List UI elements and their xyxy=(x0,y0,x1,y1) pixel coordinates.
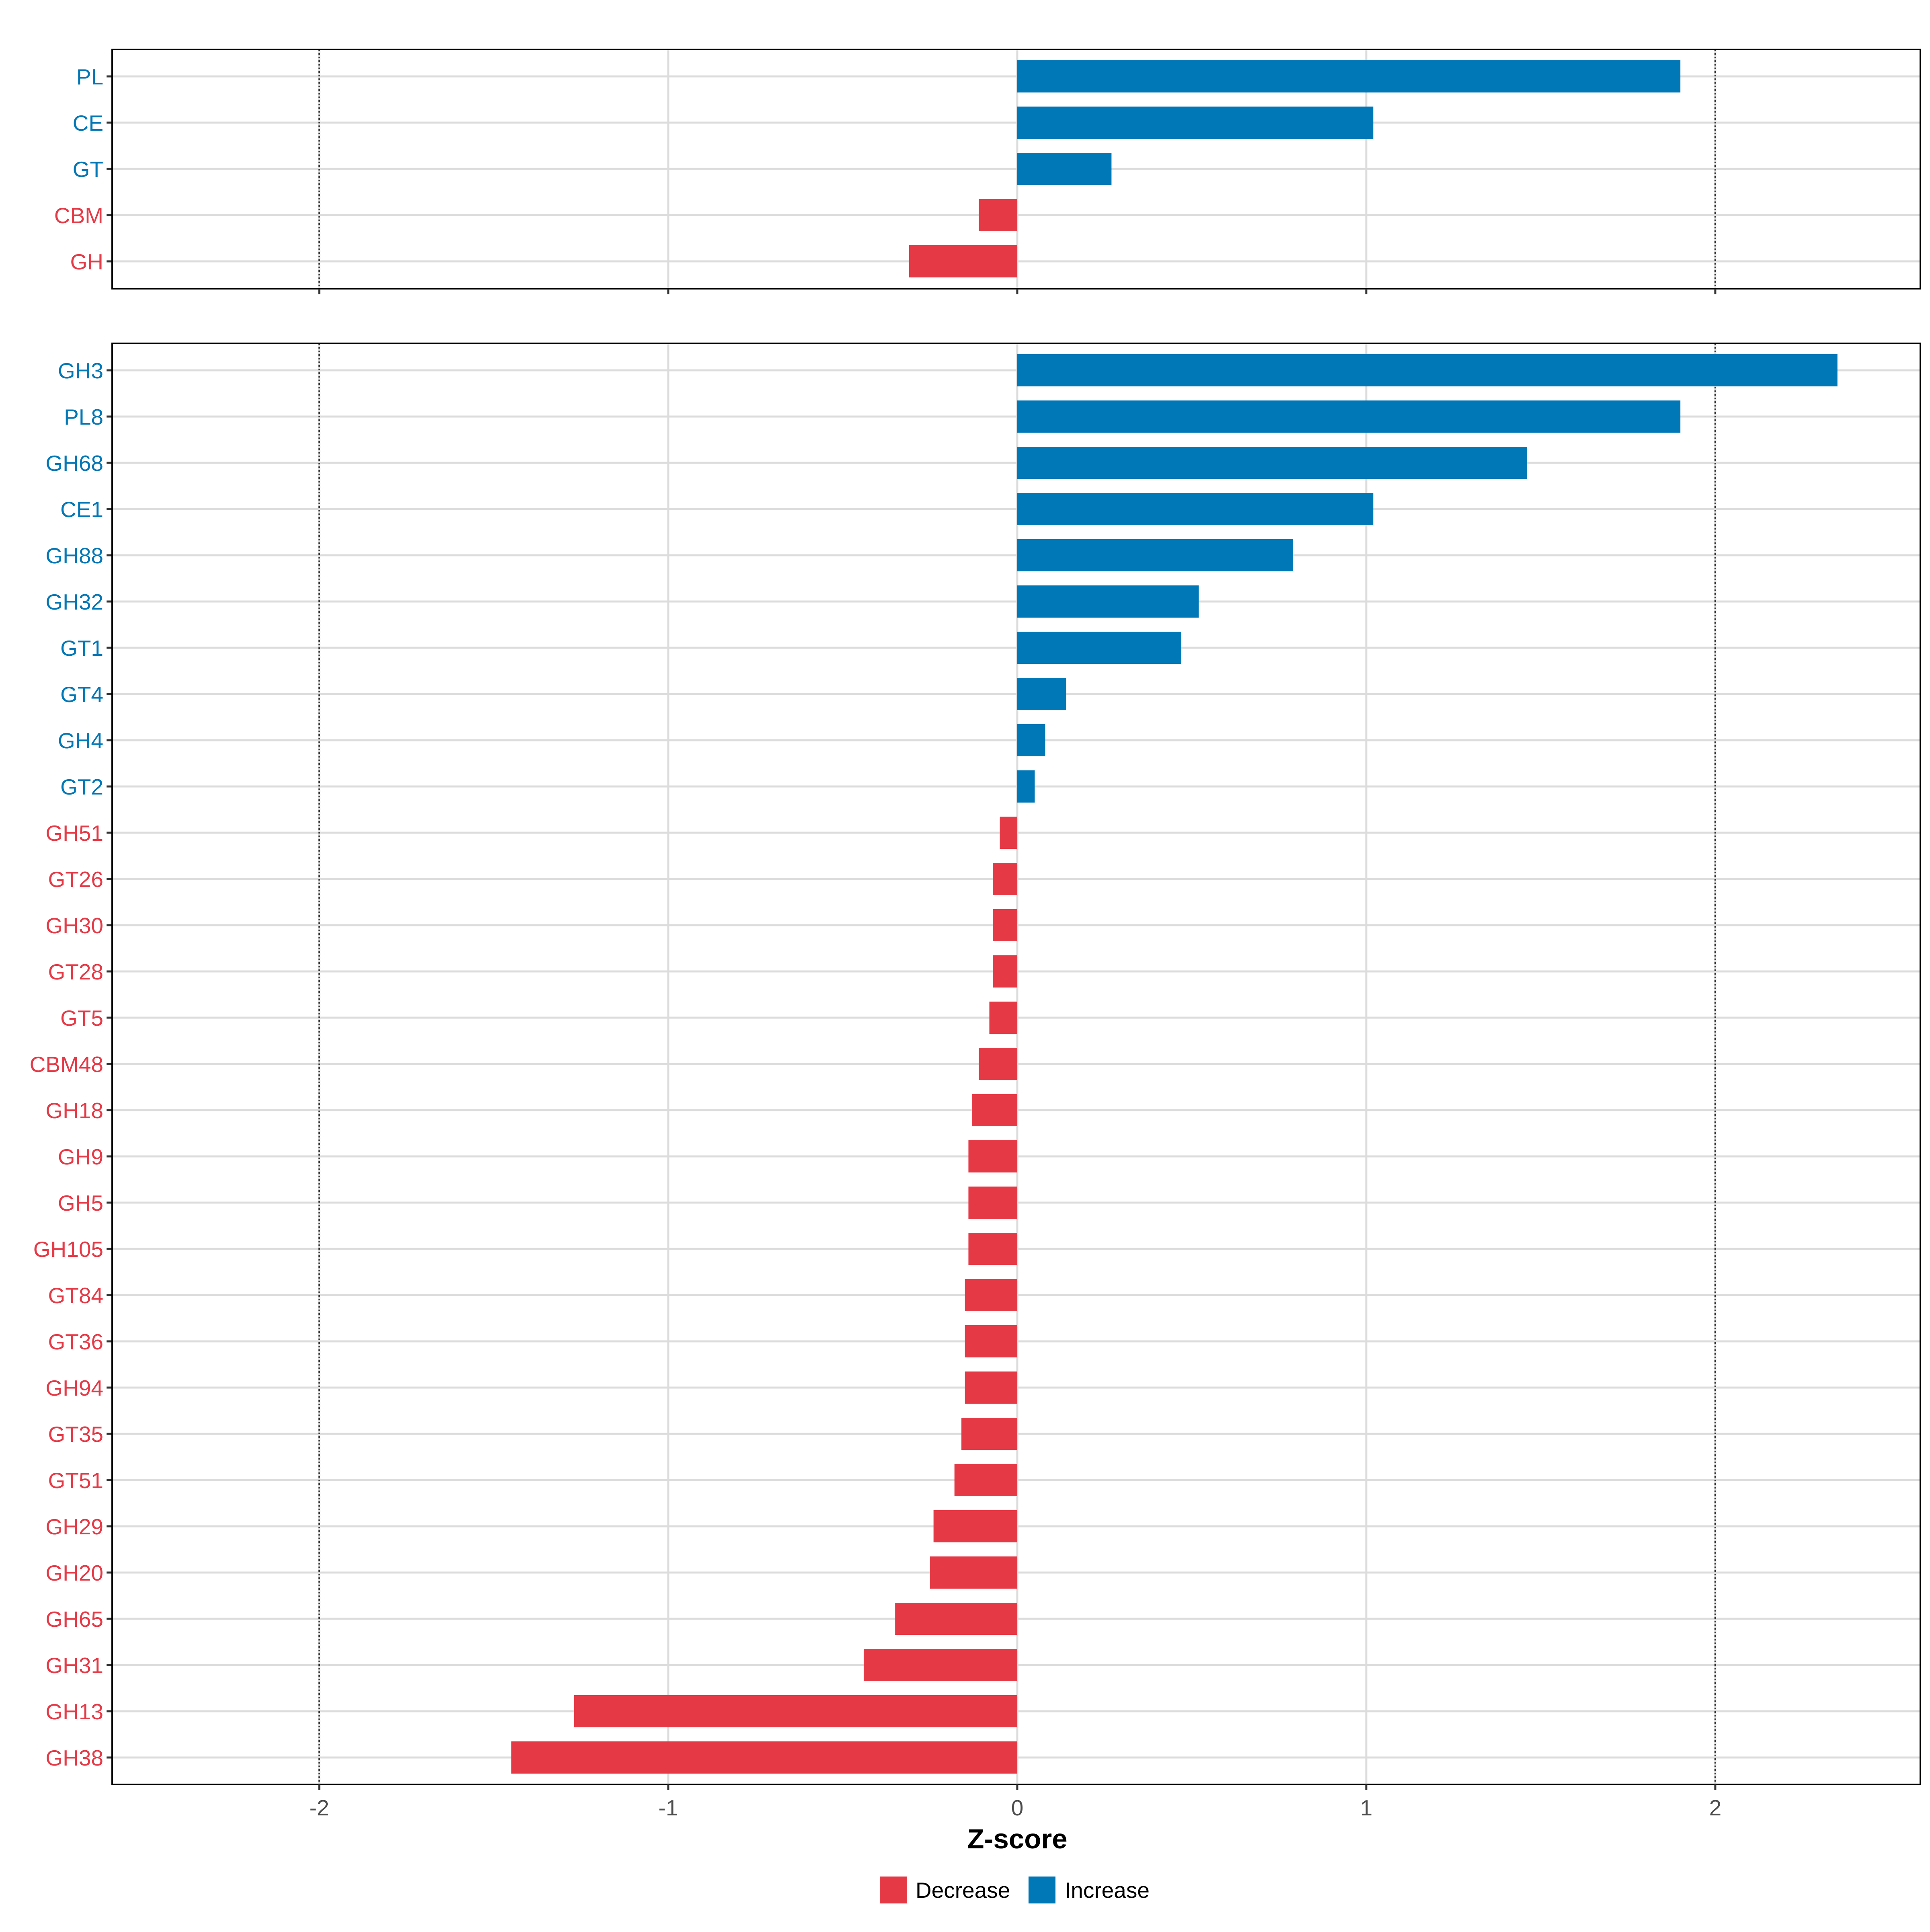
y-tick-label: GH31 xyxy=(45,1653,103,1678)
y-tick-label: GT2 xyxy=(60,774,103,799)
bar xyxy=(968,1187,1017,1219)
y-tick-label: CBM xyxy=(54,203,103,228)
y-tick-label: GT36 xyxy=(48,1329,103,1354)
bar xyxy=(1017,447,1527,479)
x-tick-label: 1 xyxy=(1360,1795,1373,1820)
x-tick-label: -1 xyxy=(659,1795,678,1820)
y-tick-label: PL xyxy=(76,64,103,89)
bar xyxy=(1017,632,1181,664)
y-tick-label: GT26 xyxy=(48,867,103,892)
y-tick-label: GH9 xyxy=(58,1144,103,1169)
y-tick-label: GT4 xyxy=(60,682,103,707)
y-tick-label: GT1 xyxy=(60,636,103,661)
bar xyxy=(864,1649,1017,1681)
y-tick-label: GT84 xyxy=(48,1283,103,1308)
y-tick-label: GH51 xyxy=(45,821,103,846)
bar xyxy=(1017,724,1045,756)
y-tick-label: GH32 xyxy=(45,589,103,614)
y-tick-label: GH5 xyxy=(58,1191,103,1215)
y-tick-label: GH38 xyxy=(45,1745,103,1770)
bar xyxy=(1017,400,1681,433)
y-tick-label: GH30 xyxy=(45,913,103,938)
y-tick-label: CE xyxy=(73,111,103,136)
x-tick-label: -2 xyxy=(310,1795,329,1820)
y-tick-label: GH3 xyxy=(58,358,103,383)
bar xyxy=(1017,107,1374,139)
bar xyxy=(965,1279,1017,1311)
bar xyxy=(968,1140,1017,1172)
bar xyxy=(1017,153,1112,185)
y-tick-label: GT51 xyxy=(48,1468,103,1493)
bar xyxy=(989,1002,1017,1034)
bar xyxy=(972,1094,1017,1126)
bar xyxy=(1017,493,1374,525)
y-tick-label: GH65 xyxy=(45,1607,103,1632)
y-tick-label: GH105 xyxy=(33,1237,103,1262)
y-tick-label: GH29 xyxy=(45,1514,103,1539)
x-axis: -2 -1 0 1 2 xyxy=(310,1795,1722,1820)
bar xyxy=(933,1510,1017,1542)
panel-class-level: PL CE GT CBM GH xyxy=(54,49,1921,294)
bar xyxy=(979,199,1017,231)
bar xyxy=(1017,770,1035,803)
bar xyxy=(965,1371,1017,1404)
y-tick-label: GH88 xyxy=(45,543,103,568)
y-tick-label: PL8 xyxy=(64,404,103,429)
panel-family-level: GH3 PL8 GH68 CE1 GH88 GH32 GT1 GT4 GH4 GT2 GH51 GT2… xyxy=(30,343,1921,1790)
y-tick-label: CBM48 xyxy=(30,1052,103,1077)
bar xyxy=(1017,678,1066,710)
x-tick-label: 2 xyxy=(1709,1795,1722,1820)
bar xyxy=(993,863,1017,895)
legend-swatch-increase xyxy=(1029,1877,1055,1903)
y-tick-label: GH13 xyxy=(45,1699,103,1724)
bar xyxy=(909,245,1017,277)
bar xyxy=(1000,817,1017,849)
y-tick-label: GT28 xyxy=(48,959,103,984)
bar xyxy=(961,1418,1017,1450)
y-tick-label: CE1 xyxy=(60,497,103,522)
y-tick-label: GT xyxy=(73,157,103,182)
bar xyxy=(511,1741,1017,1774)
legend-label-increase: Increase xyxy=(1065,1878,1150,1903)
bar xyxy=(993,909,1017,941)
bar xyxy=(1017,60,1681,92)
bar xyxy=(1017,354,1838,386)
bar xyxy=(993,955,1017,988)
legend: Decrease Increase xyxy=(880,1877,1150,1903)
bar xyxy=(930,1556,1017,1589)
bar xyxy=(979,1048,1017,1080)
bar xyxy=(895,1603,1017,1635)
y-tick-label: GT5 xyxy=(60,1006,103,1031)
bar xyxy=(1017,585,1199,618)
bar xyxy=(965,1325,1017,1357)
bar xyxy=(968,1233,1017,1265)
y-tick-label: GH xyxy=(70,249,104,274)
y-tick-label: GH4 xyxy=(58,728,103,753)
x-tick-label: 0 xyxy=(1011,1795,1024,1820)
y-tick-label: GH18 xyxy=(45,1098,103,1123)
y-tick-label: GH68 xyxy=(45,451,103,476)
y-tick-label: GH94 xyxy=(45,1376,103,1400)
bar xyxy=(574,1695,1017,1727)
legend-swatch-decrease xyxy=(880,1877,907,1903)
bar xyxy=(954,1464,1017,1496)
y-tick-label: GH20 xyxy=(45,1560,103,1585)
legend-label-decrease: Decrease xyxy=(916,1878,1010,1903)
bar xyxy=(1017,539,1293,571)
y-tick-label: GT35 xyxy=(48,1422,103,1447)
x-axis-label: Z-score xyxy=(967,1823,1067,1854)
